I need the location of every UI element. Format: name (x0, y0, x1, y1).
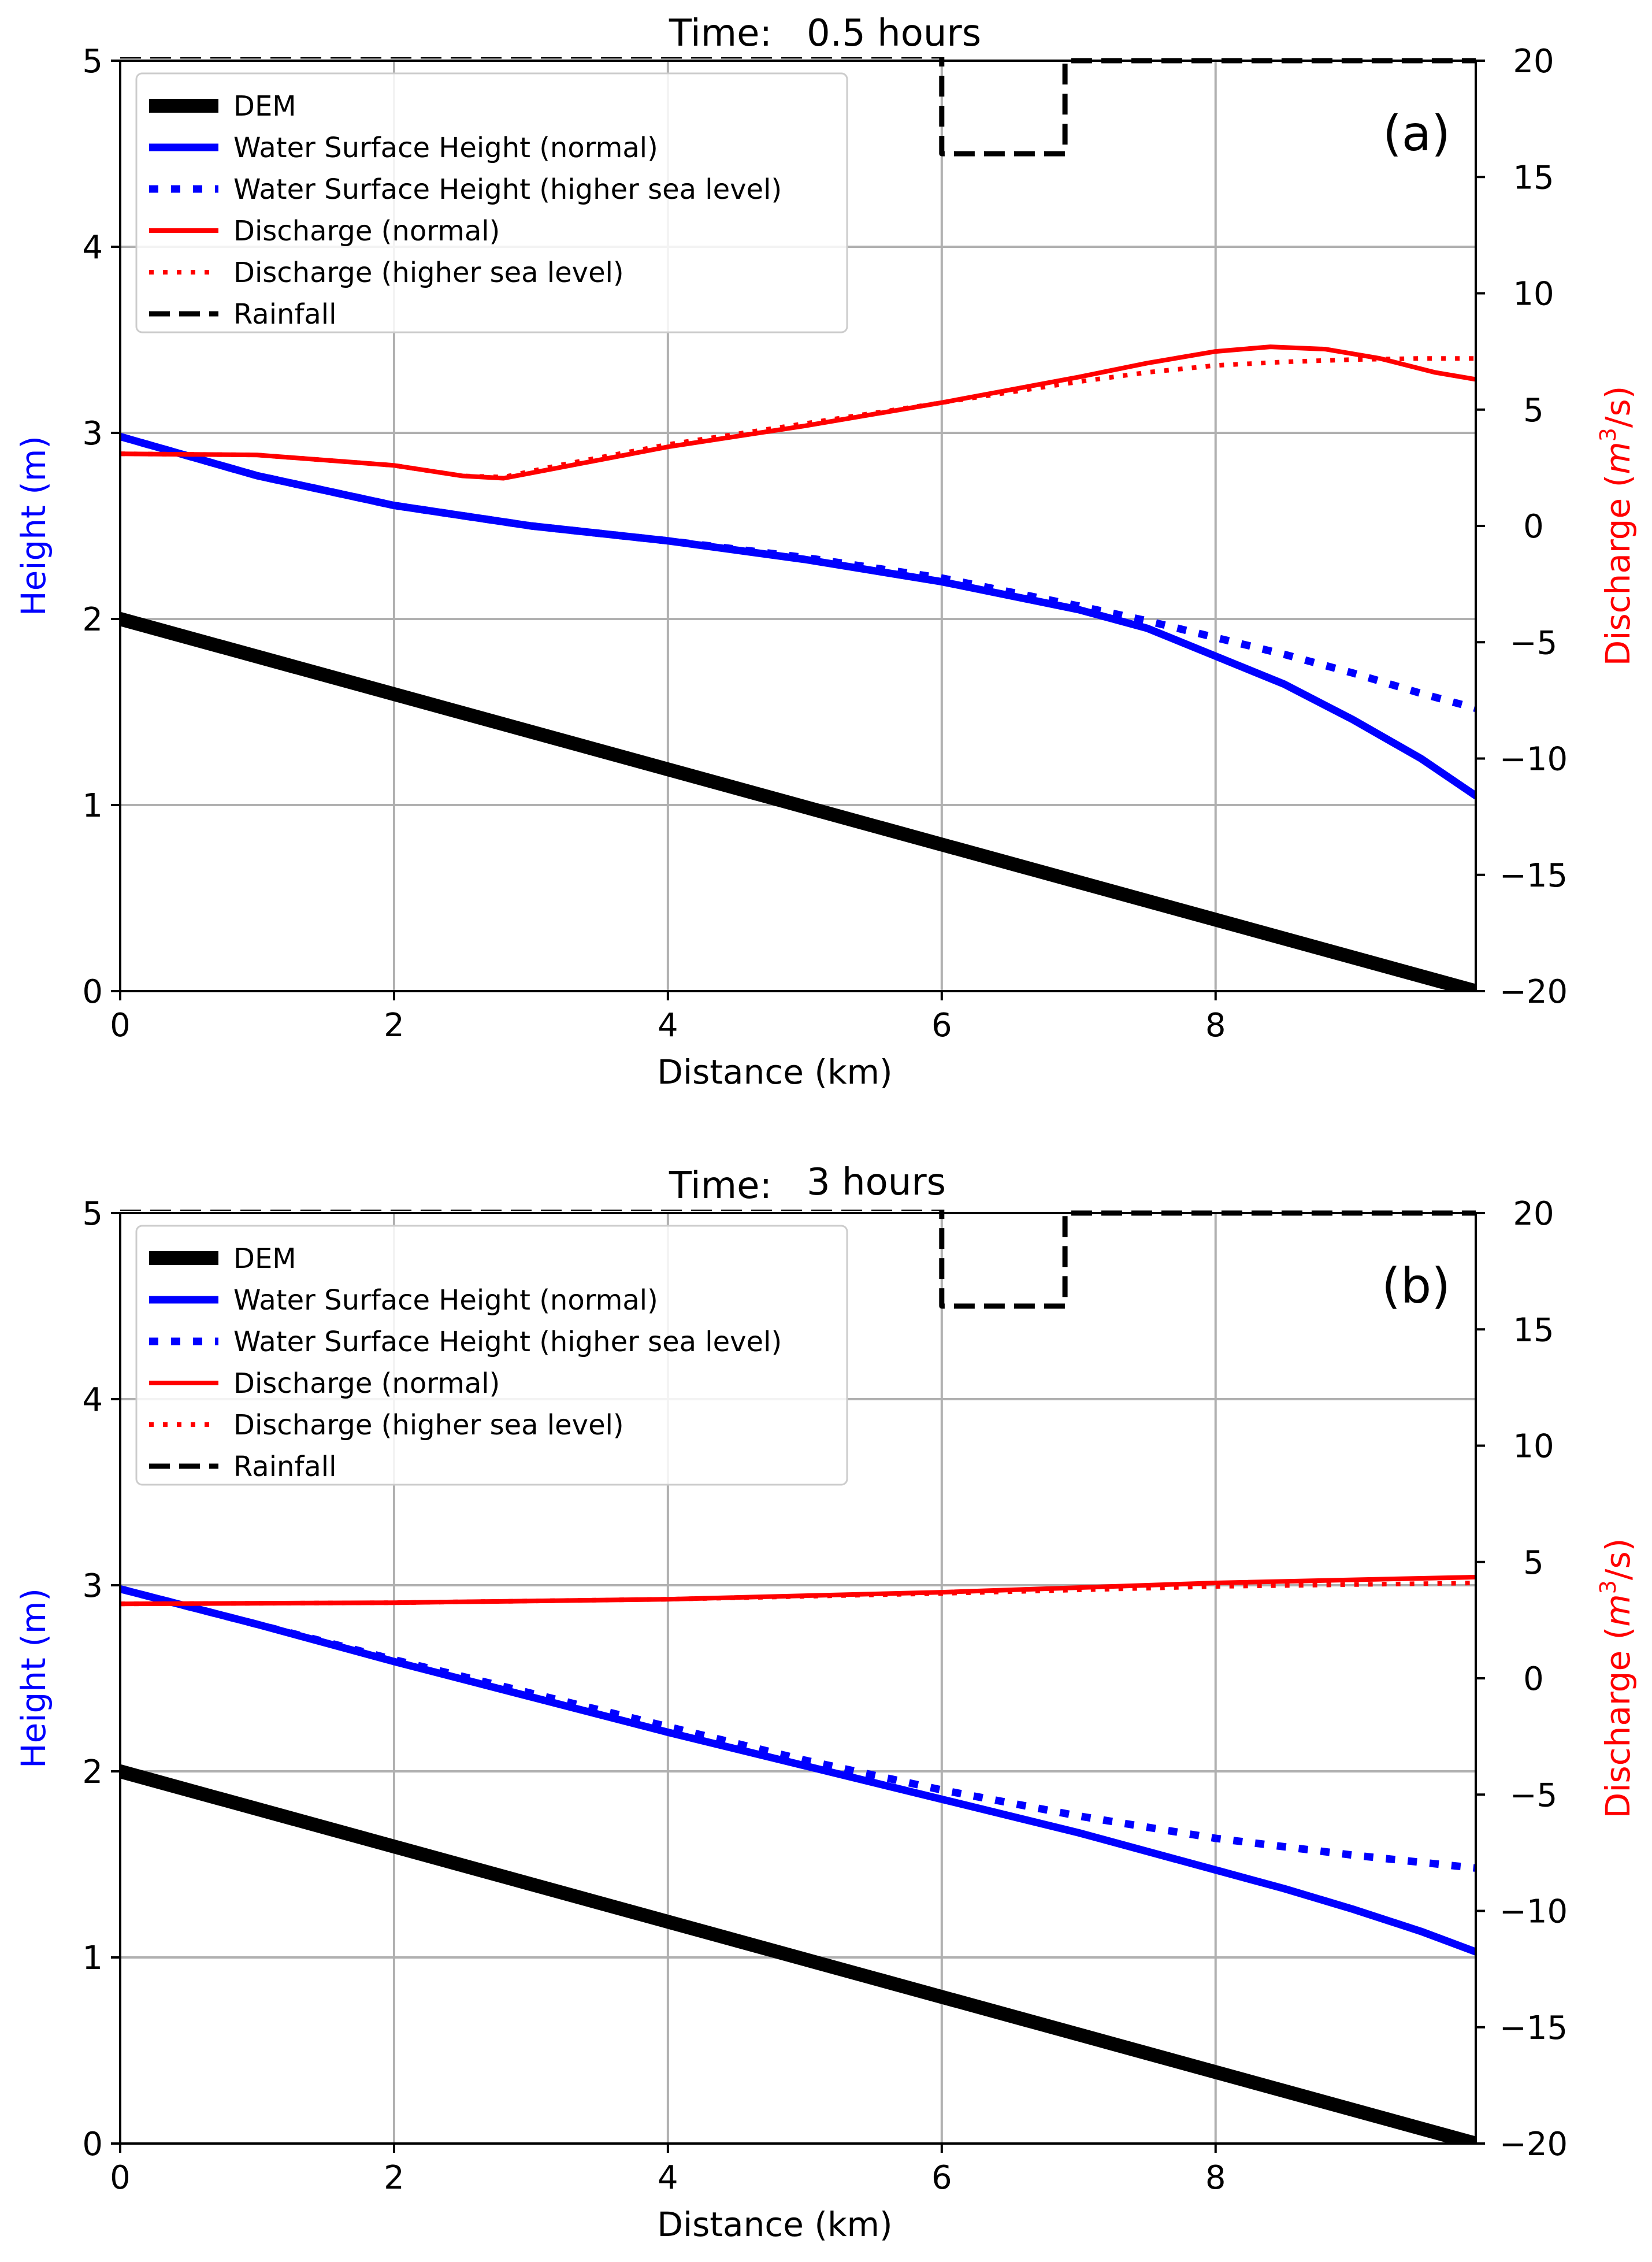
y2-tick-label: −15 (1499, 2009, 1568, 2047)
series-line-wsh_high (120, 433, 1476, 712)
y2-label-text: Discharge ( (1598, 474, 1638, 666)
y-axis-label: Height (m) (14, 1588, 53, 1768)
legend-label-q_normal: Discharge (normal) (233, 215, 500, 247)
y2-tick-label: −15 (1499, 857, 1568, 895)
panel-b: 0 2 4 6 8 0 1 2 3 4 5 −20 −15 −10 −5 0 5 10 15 20 Distance (… (14, 1161, 1638, 2244)
y2-tick-label: 10 (1513, 276, 1554, 313)
y2-tick-label: −10 (1499, 1893, 1568, 1931)
x-tick-label: 4 (658, 2159, 678, 2197)
x-axis-label: Distance (km) (657, 1052, 892, 1092)
y2-tick-label: 20 (1513, 43, 1554, 80)
y-tick-label: 2 (82, 1753, 103, 1791)
legend-label-wsh_high: Water Surface Height (higher sea level) (233, 1326, 782, 1358)
y-tick-label: 0 (82, 2126, 103, 2163)
y-tick-label: 4 (82, 1381, 103, 1419)
y2-label-var: m (1598, 442, 1638, 474)
y2-label-text: Discharge ( (1598, 1627, 1638, 1819)
y2-axis-label: Discharge (m3/s) (1595, 386, 1638, 666)
y-tick-label: 2 (82, 601, 103, 639)
panel-label: (a) (1383, 105, 1450, 162)
y2-tick-label: 0 (1523, 508, 1544, 546)
chart-title-prefix: Time: (669, 1165, 772, 1207)
chart-title-value: 0.5 hours (807, 12, 981, 55)
x-tick-label: 6 (931, 1007, 952, 1044)
y2-tick-label: −20 (1499, 973, 1568, 1011)
series-line-dem (120, 1764, 1476, 2144)
series-line-wsh_high (120, 1585, 1476, 1872)
series-line-q_high (120, 356, 1476, 480)
legend-label-wsh_normal: Water Surface Height (normal) (233, 132, 658, 164)
y-tick-label: 1 (82, 787, 103, 825)
y2-tick-label: −20 (1499, 2126, 1568, 2163)
y-tick-label: 5 (82, 1195, 103, 1233)
x-tick-label: 2 (384, 1007, 404, 1044)
y-tick-label: 5 (82, 43, 103, 80)
y2-tick-label: 15 (1513, 1311, 1554, 1349)
y-tick-label: 3 (82, 1567, 103, 1605)
chart-title-prefix: Time: (669, 12, 772, 55)
y2-tick-label: 15 (1513, 159, 1554, 196)
y2-tick-label: 10 (1513, 1428, 1554, 1466)
y2-tick-label: −5 (1510, 1777, 1558, 1814)
legend-box (135, 1225, 848, 1486)
legend-label-q_high: Discharge (higher sea level) (233, 257, 624, 289)
y2-tick-label: 0 (1523, 1660, 1544, 1698)
x-tick-label: 4 (658, 1007, 678, 1044)
series-line-q_normal (120, 344, 1476, 481)
y-tick-label: 1 (82, 1940, 103, 1977)
x-tick-label: 6 (931, 2159, 952, 2197)
y2-tick-label: −5 (1510, 624, 1558, 662)
x-tick-label: 0 (110, 2159, 131, 2197)
y2-label-sup: 3 (1595, 428, 1621, 442)
y2-label-tail: /s) (1598, 1538, 1638, 1580)
panel-a: 0 2 4 6 8 0 1 2 3 4 5 −20 −15 −10 −5 0 5 10 15 20 Distance (… (14, 12, 1638, 1092)
y2-label-tail: /s) (1598, 386, 1638, 428)
y2-tick-label: 5 (1523, 1544, 1544, 1582)
legend-label-rainfall: Rainfall (233, 1451, 336, 1483)
y2-axis-label: Discharge (m3/s) (1595, 1538, 1638, 1819)
legend-label-q_normal: Discharge (normal) (233, 1367, 500, 1400)
chart-title-value: 3 hours (807, 1161, 946, 1204)
legend: DEM Water Surface Height (normal) Water Su… (135, 1225, 848, 1486)
y2-tick-label: −10 (1499, 741, 1568, 778)
y2-label-sup: 3 (1595, 1580, 1621, 1594)
legend-label-q_high: Discharge (higher sea level) (233, 1409, 624, 1441)
y2-label-var: m (1598, 1594, 1638, 1627)
x-axis-label: Distance (km) (657, 2205, 892, 2244)
y2-tick-label: 5 (1523, 392, 1544, 429)
x-tick-label: 8 (1205, 2159, 1226, 2197)
y-tick-label: 4 (82, 229, 103, 266)
series-line-dem (120, 612, 1476, 991)
y-tick-label: 0 (82, 973, 103, 1011)
legend-label-wsh_high: Water Surface Height (higher sea level) (233, 173, 782, 206)
y-tick-label: 3 (82, 415, 103, 453)
legend-label-dem: DEM (233, 1243, 296, 1275)
legend-label-wsh_normal: Water Surface Height (normal) (233, 1284, 658, 1317)
series-line-wsh_normal (120, 1585, 1476, 1956)
legend-label-dem: DEM (233, 90, 296, 123)
series-line-wsh_normal (120, 432, 1476, 800)
legend-label-rainfall: Rainfall (233, 298, 336, 331)
panel-label: (b) (1382, 1258, 1450, 1314)
series-line-q_high (120, 1581, 1476, 1607)
y2-tick-label: 20 (1513, 1195, 1554, 1233)
x-tick-label: 2 (384, 2159, 404, 2197)
x-tick-label: 8 (1205, 1007, 1226, 1044)
x-tick-label: 0 (110, 1007, 131, 1044)
legend-box (135, 72, 848, 333)
legend: DEM Water Surface Height (normal) Water Su… (135, 72, 848, 333)
series-line-q_normal (120, 1574, 1476, 1607)
y-axis-label: Height (m) (14, 436, 53, 616)
